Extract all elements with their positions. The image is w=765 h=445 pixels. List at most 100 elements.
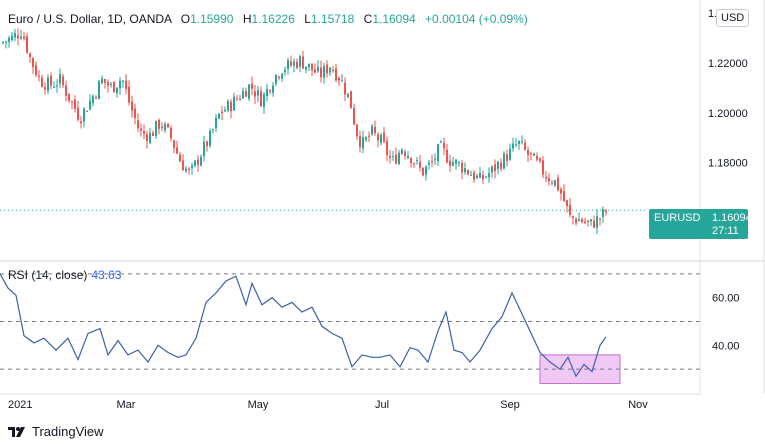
open-value: 1.15990 bbox=[190, 12, 234, 26]
candle-body bbox=[566, 200, 568, 206]
candle-body bbox=[356, 124, 358, 137]
rsi-tick-label: 60.00 bbox=[712, 293, 740, 305]
close-value: 1.16094 bbox=[372, 12, 416, 26]
candle-body bbox=[47, 77, 49, 91]
rsi-line bbox=[0, 273, 607, 378]
candle-body bbox=[284, 69, 286, 73]
candle-body bbox=[377, 134, 379, 141]
candle-body bbox=[563, 191, 565, 202]
candle-body bbox=[59, 73, 61, 84]
candle-body bbox=[281, 73, 283, 79]
change-value: +0.00104 (+0.09%) bbox=[425, 12, 528, 26]
candle-body bbox=[263, 94, 265, 107]
candle-body bbox=[596, 216, 598, 228]
candle-body bbox=[464, 168, 466, 173]
candle-body bbox=[29, 53, 31, 58]
candle-body bbox=[41, 77, 43, 87]
candle-body bbox=[422, 167, 424, 176]
candle-body bbox=[386, 140, 388, 156]
candle-body bbox=[581, 219, 583, 223]
candle-body bbox=[593, 220, 595, 228]
candle-body bbox=[122, 80, 124, 82]
candle-body bbox=[191, 165, 193, 168]
candle-body bbox=[494, 164, 496, 172]
last-price-tag: EURUSD 1.16094 27:11 bbox=[649, 209, 752, 239]
candle-body bbox=[434, 158, 436, 160]
candle-body bbox=[173, 140, 175, 148]
candle-body bbox=[161, 126, 163, 129]
candle-body bbox=[605, 210, 607, 213]
candle-body bbox=[557, 177, 559, 191]
time-tick-label: Jul bbox=[375, 399, 389, 411]
candle-body bbox=[374, 126, 376, 134]
candle-body bbox=[8, 37, 10, 42]
candle-body bbox=[53, 86, 55, 88]
candle-body bbox=[11, 35, 13, 40]
candle-body bbox=[491, 166, 493, 173]
candle-body bbox=[590, 219, 592, 222]
candle-body bbox=[503, 153, 505, 169]
candle-body bbox=[290, 61, 292, 66]
price-tick-label: 1.22000 bbox=[708, 58, 748, 70]
candle-body bbox=[371, 125, 373, 135]
candle-body bbox=[269, 90, 271, 92]
candle-body bbox=[467, 169, 469, 175]
candle-body bbox=[578, 219, 580, 222]
candle-body bbox=[98, 81, 100, 100]
candle-body bbox=[179, 154, 181, 162]
candle-body bbox=[431, 161, 433, 163]
tradingview-branding[interactable]: TradingView bbox=[8, 424, 104, 439]
candle-body bbox=[428, 162, 430, 165]
candle-body bbox=[569, 204, 571, 215]
candle-body bbox=[479, 173, 481, 178]
candle-body bbox=[170, 128, 172, 138]
candle-body bbox=[455, 159, 457, 164]
candle-body bbox=[188, 168, 190, 171]
candle-body bbox=[449, 160, 451, 166]
candle-body bbox=[26, 36, 28, 53]
candle-body bbox=[278, 76, 280, 78]
candle-body bbox=[5, 41, 7, 43]
candle-body bbox=[296, 61, 298, 68]
candle-body bbox=[35, 64, 37, 76]
candle-body bbox=[404, 151, 406, 156]
candle-body bbox=[314, 69, 316, 73]
candle-body bbox=[548, 178, 550, 182]
candle-body bbox=[329, 67, 331, 73]
candle-body bbox=[230, 101, 232, 112]
candle-body bbox=[218, 113, 220, 119]
symbol-title[interactable]: Euro / U.S. Dollar, 1D, OANDA bbox=[8, 12, 172, 26]
candle-body bbox=[326, 64, 328, 74]
candle-body bbox=[206, 141, 208, 147]
candle-body bbox=[203, 141, 205, 157]
candle-body bbox=[473, 172, 475, 180]
candle-body bbox=[317, 66, 319, 72]
candle-body bbox=[338, 78, 340, 81]
open-label: O bbox=[180, 12, 191, 26]
candle-body bbox=[149, 132, 151, 143]
candle-body bbox=[128, 86, 130, 103]
candle-body bbox=[485, 176, 487, 178]
candle-body bbox=[86, 111, 88, 113]
candle-body bbox=[227, 100, 229, 111]
candle-body bbox=[176, 147, 178, 154]
currency-button[interactable]: USD bbox=[716, 9, 750, 27]
candle-body bbox=[257, 90, 259, 96]
candle-body bbox=[587, 220, 589, 222]
candle-body bbox=[239, 98, 241, 100]
rsi-label[interactable]: RSI (14, close) bbox=[8, 268, 88, 282]
candle-body bbox=[539, 158, 541, 161]
candle-body bbox=[524, 142, 526, 150]
candle-body bbox=[131, 101, 133, 111]
rsi-value: 43.63 bbox=[91, 268, 122, 282]
candle-body bbox=[266, 88, 268, 97]
candle-body bbox=[287, 60, 289, 69]
candle-body bbox=[476, 175, 478, 178]
candle-body bbox=[530, 152, 532, 155]
candle-body bbox=[425, 166, 427, 175]
candle-body bbox=[245, 91, 247, 97]
candle-body bbox=[308, 63, 310, 68]
candle-body bbox=[197, 159, 199, 165]
candle-body bbox=[497, 162, 499, 169]
candle-body bbox=[551, 182, 553, 184]
